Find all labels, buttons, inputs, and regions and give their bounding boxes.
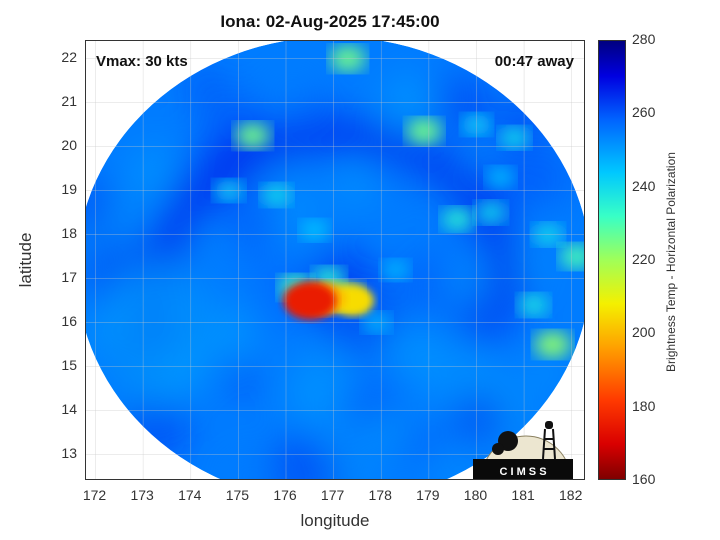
brightness-temp-spot [381,259,410,281]
y-tick-label: 21 [61,92,77,109]
swath-texture [86,63,581,479]
brightness-temp-spot [234,122,271,149]
y-tick-label: 22 [61,48,77,65]
y-tick-label: 17 [61,268,77,285]
texture-blob [384,73,442,130]
brightness-temp-spot [283,281,337,320]
brightness-temp-spot [300,219,330,241]
texture-blob [450,388,509,448]
texture-blob [127,145,182,199]
texture-blob [185,65,226,106]
chart-title: Iona: 02-Aug-2025 17:45:00 [220,12,440,31]
x-tick-label: 177 [320,487,345,503]
colorbar [598,40,626,480]
texture-blob [443,262,478,297]
x-axis-label: longitude [300,511,370,530]
texture-blob [387,327,440,379]
y-tick-label: 19 [61,180,77,197]
brightness-temp-spot [499,126,530,149]
colorbar-tick-label: 180 [632,397,656,414]
gridlines-top [86,41,584,479]
logo-text: C I M S S [499,466,546,478]
y-axis-label: latitude [16,232,35,288]
west-region [102,256,213,407]
texture-blob [220,449,280,479]
texture-blob [208,264,262,318]
x-tick-label: 175 [225,487,250,503]
y-tick-label: 14 [61,400,77,417]
x-tick-label: 173 [130,487,154,503]
texture-blob [226,364,259,397]
texture-blob [531,355,564,388]
x-tick-label: 182 [559,487,583,503]
y-tick-label: 20 [61,136,77,153]
brightness-temp-spot [475,201,507,224]
colorbar-tick-label: 220 [632,251,656,267]
x-tick-label: 174 [178,487,202,503]
brightness-temp-spot [406,118,442,145]
cimss-logo: C I M S S [473,421,573,479]
vmax-label: Vmax: 30 kts [96,53,188,70]
colorbar-tick-label: 200 [632,324,656,341]
colorbar-tick-label: 260 [632,104,656,121]
swath-group [86,41,584,479]
x-tick-label: 176 [273,487,297,503]
logo-tower-top [545,421,553,429]
away-label: 00:47 away [494,53,574,70]
feature-layer [213,45,584,358]
colorbar-tick-label: 160 [632,471,656,487]
texture-blob [374,373,404,404]
plot-area: Vmax: 30 kts 00:47 away C I M S S [85,40,585,480]
texture-blob [286,384,332,429]
x-tick-label: 172 [82,487,107,503]
colorbar-tick-label: 280 [632,31,656,47]
x-tick-label: 180 [463,487,488,503]
texture-blob [397,422,438,463]
texture-blob [283,428,319,464]
brightness-temp-spot [261,184,292,206]
y-tick-label: 18 [61,224,77,241]
logo-tower [542,428,556,460]
map-svg [86,41,584,479]
brightness-temp-spot [534,331,572,358]
texture-blob [430,447,482,479]
y-tick-label: 13 [61,444,77,461]
brightness-temp-spot [441,207,474,231]
logo-dish-small [492,443,504,455]
texture-blob [86,174,119,236]
colorbar-tick-label: 240 [632,177,656,194]
texture-blob [209,307,258,356]
y-tick-label: 15 [61,356,77,373]
brightness-temp-spot [518,293,550,317]
texture-blob [313,409,371,467]
y-tick-label: 16 [61,312,77,329]
x-tick-label: 179 [416,487,440,503]
x-tick-label: 181 [511,487,535,503]
texture-blob [363,160,410,207]
colorbar-label: Brightness Temp - Horizontal Polarizatio… [664,152,678,372]
brightness-temp-spot [559,244,584,269]
x-tick-label: 178 [368,487,392,503]
logo-band [473,459,573,479]
brightness-temp-spot [485,167,515,188]
